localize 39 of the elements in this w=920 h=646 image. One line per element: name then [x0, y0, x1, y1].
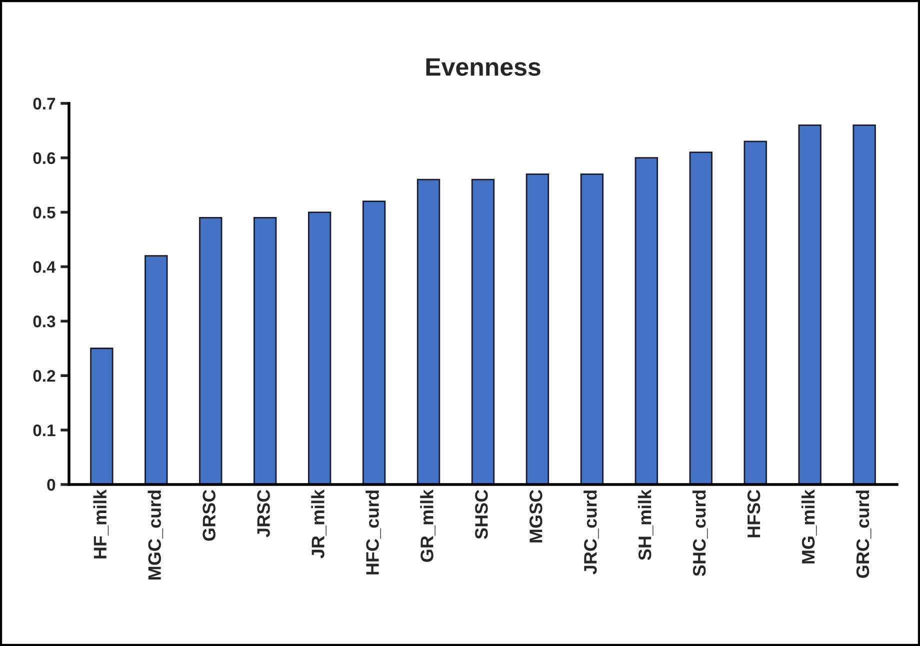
bar — [798, 124, 822, 484]
bar — [744, 140, 767, 484]
bar — [526, 173, 550, 484]
x-tick-label: HFSC — [747, 490, 760, 538]
chart-title: Evenness — [426, 58, 540, 76]
x-tick-label: SHSC — [475, 490, 488, 540]
bar — [199, 217, 222, 484]
x-tick-label: MG_milk — [801, 489, 817, 564]
bar — [362, 200, 386, 484]
bar — [471, 178, 495, 484]
x-tick-label: GRSC — [202, 490, 216, 541]
y-tick-label: 0.1 — [33, 424, 56, 436]
y-tick-label: 0.3 — [33, 316, 56, 328]
bar — [90, 348, 114, 484]
bar — [308, 212, 332, 484]
bar — [689, 152, 712, 484]
bar — [254, 217, 277, 484]
x-tick-label: GRC_curd — [856, 490, 872, 578]
x-tick-label: JRSC — [257, 490, 270, 538]
x-tick-label: JR_milk — [311, 489, 326, 558]
x-tick-label: SHC_curd — [692, 490, 708, 576]
y-tick-label: 0.6 — [33, 152, 56, 164]
y-tick-label: 0.2 — [33, 370, 56, 382]
bar — [144, 255, 168, 484]
x-tick-label: HFC_curd — [366, 490, 381, 574]
x-tick-label: MGSC — [530, 490, 542, 542]
x-tick-label: GR_milk — [420, 489, 436, 562]
x-tick-label: SH_milk — [638, 489, 654, 560]
bar — [416, 178, 440, 484]
y-tick-label: 0 — [47, 478, 56, 491]
x-tick-label: MGC_curd — [148, 490, 164, 580]
bar — [634, 157, 658, 484]
bar — [852, 124, 876, 484]
x-tick-label: JRC_curd — [584, 490, 599, 574]
y-tick-label: 0.7 — [33, 98, 56, 110]
y-tick-label: 0.4 — [33, 261, 56, 273]
x-tick-label: HF_milk — [93, 489, 109, 558]
y-tick-label: 0.5 — [33, 206, 56, 218]
bar — [580, 173, 604, 484]
